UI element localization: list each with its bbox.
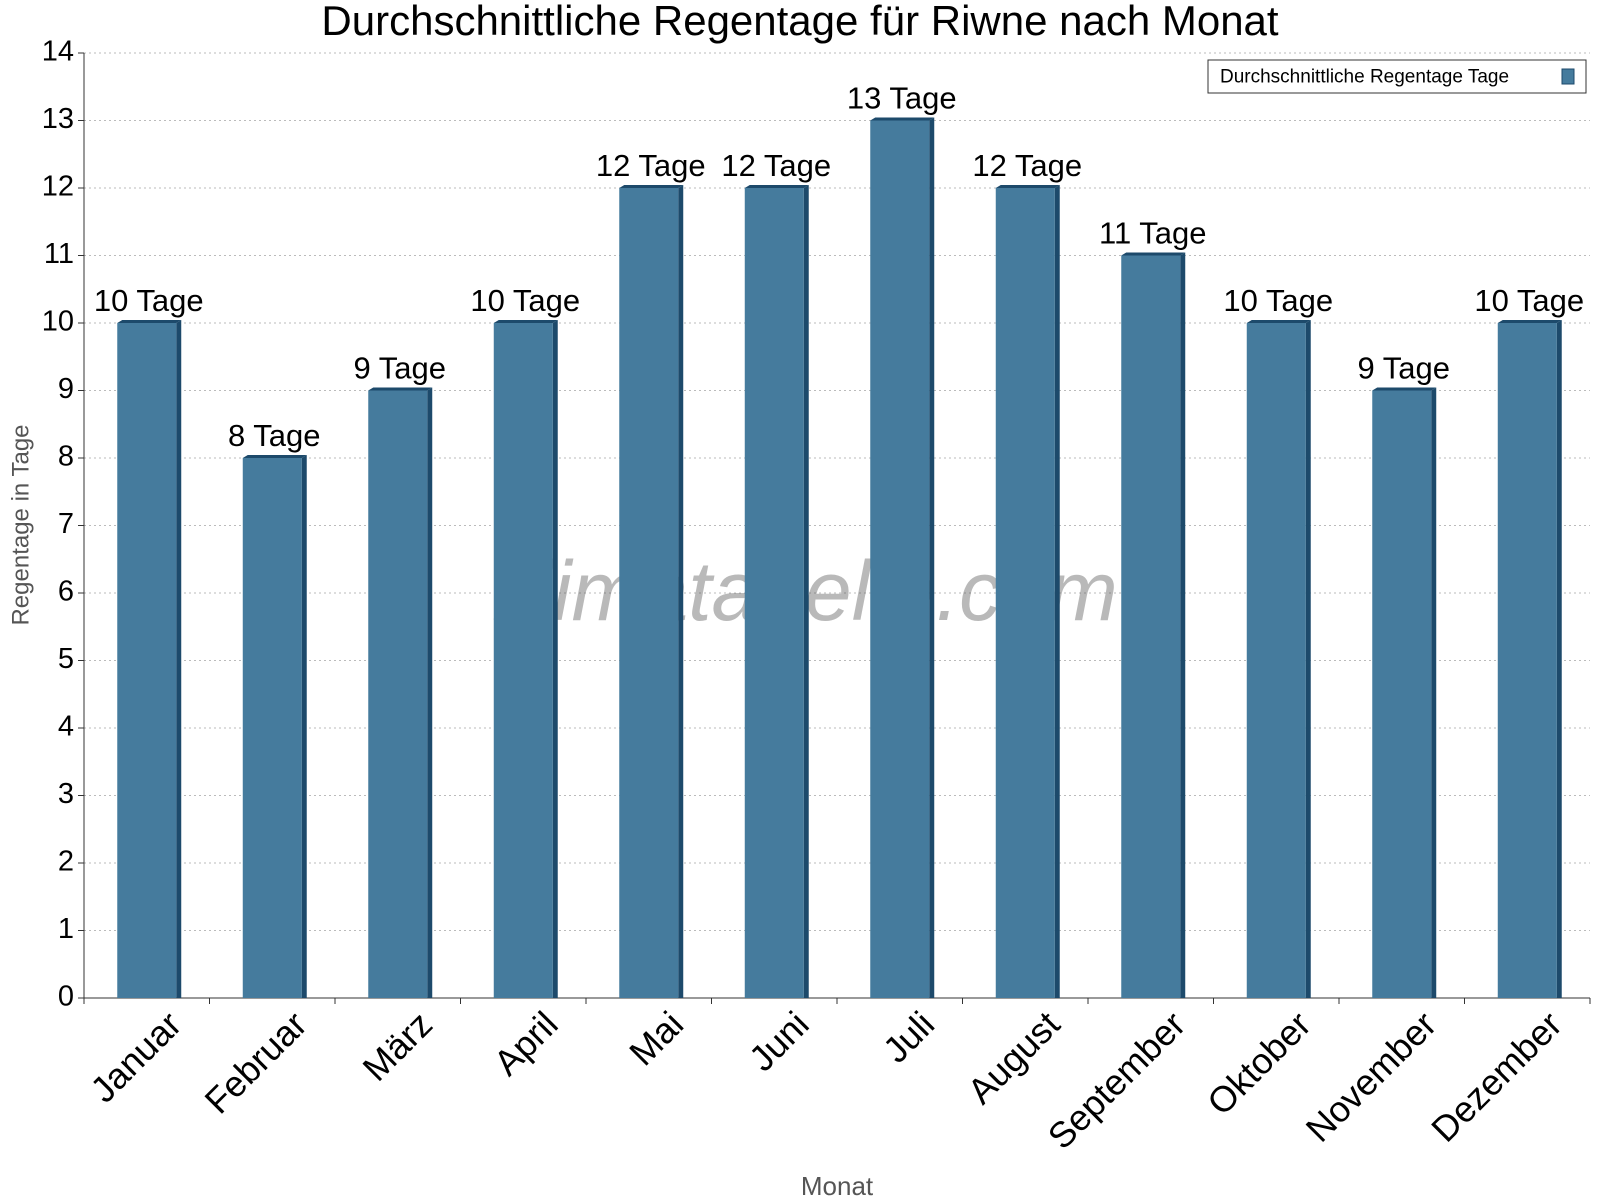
- bar-top: [995, 185, 1060, 188]
- bar: [242, 458, 302, 998]
- legend-swatch: [1561, 68, 1575, 85]
- x-tick-label: September: [1040, 1003, 1194, 1157]
- x-tick-label: Mai: [621, 1003, 691, 1073]
- value-label: 8 Tage: [228, 418, 321, 453]
- bar-side: [803, 185, 809, 998]
- value-label: 12 Tage: [972, 148, 1082, 183]
- chart-title: Durchschnittliche Regentage für Riwne na…: [321, 0, 1279, 44]
- bar: [619, 188, 679, 998]
- legend: Durchschnittliche Regentage Tage: [1207, 59, 1587, 94]
- bar-top: [1372, 387, 1437, 391]
- bar: [1246, 323, 1306, 998]
- value-label: 12 Tage: [596, 148, 706, 183]
- y-axis-label: Regentage in Tage: [7, 424, 34, 625]
- bar-top: [242, 455, 307, 458]
- y-tick-label: 14: [42, 36, 74, 68]
- y-tick-label: 6: [58, 576, 74, 608]
- y-tick-label: 0: [58, 981, 74, 1013]
- x-tick-label: Dezember: [1423, 1003, 1569, 1149]
- bar: [1497, 323, 1557, 998]
- y-tick-label: 5: [58, 643, 74, 675]
- value-label: 13 Tage: [847, 81, 957, 116]
- x-tick-label: Juni: [741, 1003, 817, 1079]
- bar-top: [870, 117, 935, 121]
- bar-top: [1497, 320, 1562, 323]
- legend-box: [1207, 59, 1587, 94]
- x-tick-label: November: [1298, 1003, 1444, 1149]
- bar-side: [678, 185, 684, 998]
- bar-side: [552, 320, 558, 998]
- bar-side: [1054, 185, 1060, 998]
- x-tick-label: April: [486, 1003, 566, 1083]
- x-tick-label: Februar: [197, 1003, 315, 1121]
- bar-side: [1180, 252, 1186, 998]
- bar-side: [176, 320, 182, 998]
- x-tick-label: Juli: [875, 1003, 942, 1070]
- bar-top: [744, 185, 809, 188]
- y-tick-label: 2: [58, 846, 74, 878]
- value-label: 10 Tage: [94, 283, 204, 318]
- bar-top: [1246, 320, 1311, 323]
- value-label: 10 Tage: [470, 283, 580, 318]
- legend-label: Durchschnittliche Regentage Tage: [1220, 67, 1509, 88]
- bar-top: [117, 320, 182, 323]
- bar-top: [1121, 252, 1186, 256]
- bar: [368, 390, 428, 998]
- value-label: 9 Tage: [353, 351, 446, 386]
- x-tick-label: Oktober: [1199, 1003, 1319, 1123]
- y-tick-label: 13: [42, 103, 74, 135]
- y-tick-label: 3: [58, 778, 74, 810]
- bar-side: [1556, 320, 1562, 998]
- y-tick-label: 1: [58, 913, 74, 945]
- bar: [744, 188, 804, 998]
- y-tick-label: 9: [58, 373, 74, 405]
- bar-side: [1431, 387, 1437, 998]
- bar-side: [1305, 320, 1311, 998]
- value-label: 9 Tage: [1357, 351, 1450, 386]
- bar-top: [493, 320, 558, 323]
- bar: [870, 120, 930, 998]
- value-label: 11 Tage: [1099, 216, 1206, 251]
- y-tick-label: 8: [58, 441, 74, 473]
- value-label: 10 Tage: [1474, 283, 1584, 318]
- bar: [493, 323, 553, 998]
- bar: [1372, 390, 1432, 998]
- y-tick-label: 7: [58, 508, 74, 540]
- y-tick-label: 11: [44, 238, 74, 270]
- bar: [117, 323, 177, 998]
- bar-side: [929, 117, 935, 998]
- bar-top: [368, 387, 433, 391]
- bar-top: [619, 185, 684, 188]
- x-axis-label: Monat: [801, 1171, 874, 1200]
- x-tick-label: März: [355, 1003, 441, 1089]
- bar: [995, 188, 1055, 998]
- x-tick-label: Januar: [82, 1003, 189, 1110]
- y-tick-label: 10: [42, 306, 74, 338]
- bar: [1121, 255, 1181, 998]
- value-label: 12 Tage: [721, 148, 831, 183]
- y-tick-label: 4: [58, 711, 74, 743]
- bar-side: [301, 455, 307, 998]
- y-tick-label: 12: [42, 171, 74, 203]
- bar-side: [427, 387, 433, 998]
- value-label: 10 Tage: [1223, 283, 1333, 318]
- x-tick-label: August: [959, 1003, 1067, 1111]
